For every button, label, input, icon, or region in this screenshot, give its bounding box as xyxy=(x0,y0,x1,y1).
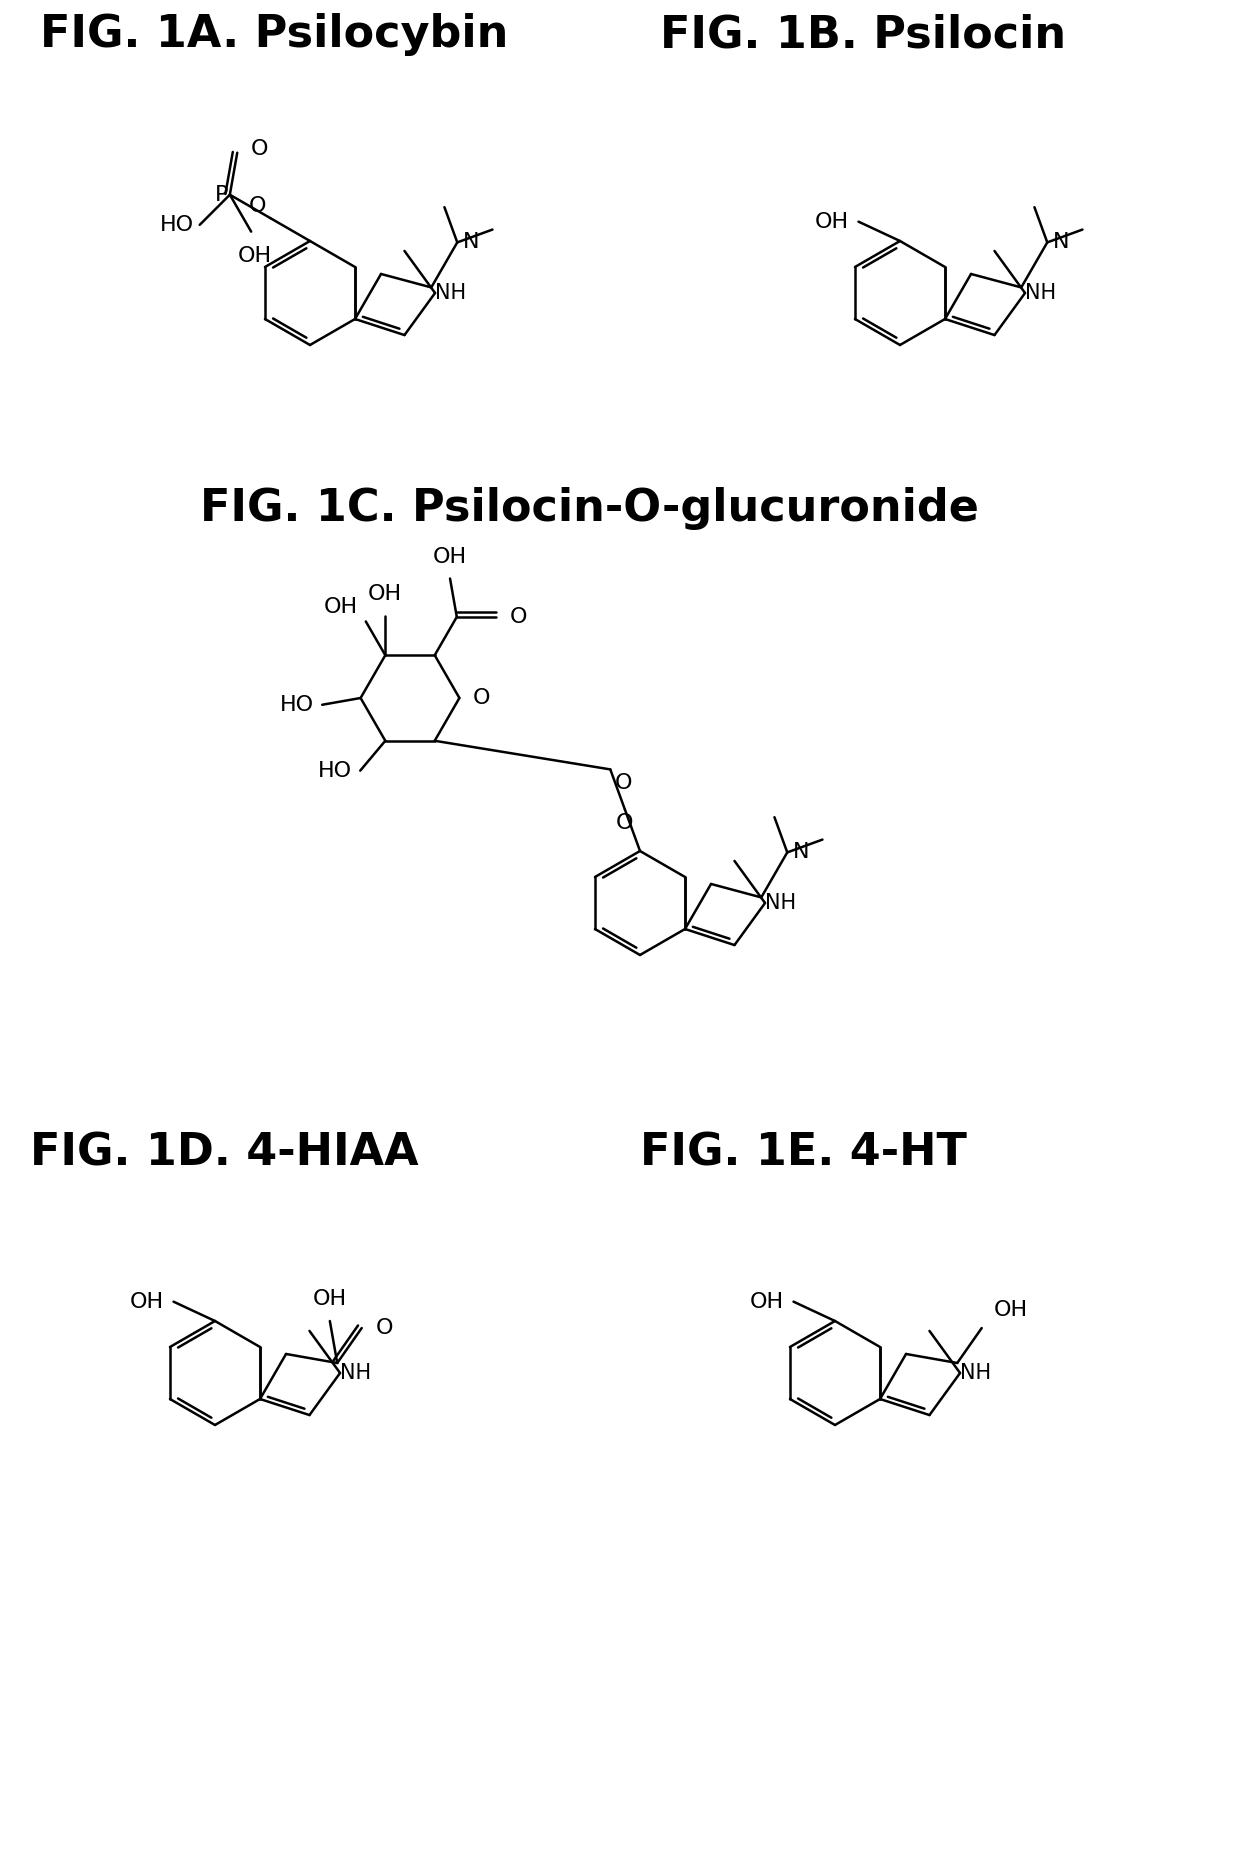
Text: OH: OH xyxy=(129,1291,164,1312)
Text: OH: OH xyxy=(312,1289,347,1310)
Text: FIG. 1C. Psilocin-O-glucuronide: FIG. 1C. Psilocin-O-glucuronide xyxy=(200,486,978,529)
Text: O: O xyxy=(249,196,267,216)
Text: OH: OH xyxy=(238,246,273,266)
Text: NH: NH xyxy=(765,892,796,913)
Text: HO: HO xyxy=(280,695,314,715)
Text: OH: OH xyxy=(993,1300,1028,1321)
Text: O: O xyxy=(252,138,269,158)
Text: O: O xyxy=(614,773,632,794)
Text: O: O xyxy=(616,814,634,833)
Text: FIG. 1B. Psilocin: FIG. 1B. Psilocin xyxy=(660,13,1066,56)
Text: OH: OH xyxy=(324,598,358,617)
Text: NH: NH xyxy=(341,1364,372,1382)
Text: OH: OH xyxy=(433,546,467,566)
Text: OH: OH xyxy=(368,585,402,604)
Text: FIG. 1D. 4-HIAA: FIG. 1D. 4-HIAA xyxy=(30,1131,419,1174)
Text: N: N xyxy=(464,233,480,252)
Text: O: O xyxy=(510,607,527,628)
Text: O: O xyxy=(376,1317,393,1338)
Text: O: O xyxy=(472,687,490,708)
Text: OH: OH xyxy=(815,212,848,231)
Text: FIG. 1A. Psilocybin: FIG. 1A. Psilocybin xyxy=(40,13,508,56)
Text: OH: OH xyxy=(749,1291,784,1312)
Text: HO: HO xyxy=(160,214,193,235)
Text: N: N xyxy=(1053,233,1070,252)
Text: FIG. 1E. 4-HT: FIG. 1E. 4-HT xyxy=(640,1131,967,1174)
Text: P: P xyxy=(215,184,228,205)
Text: HO: HO xyxy=(319,760,352,781)
Text: NH: NH xyxy=(435,283,466,304)
Text: NH: NH xyxy=(961,1364,992,1382)
Text: NH: NH xyxy=(1025,283,1056,304)
Text: N: N xyxy=(794,842,810,863)
